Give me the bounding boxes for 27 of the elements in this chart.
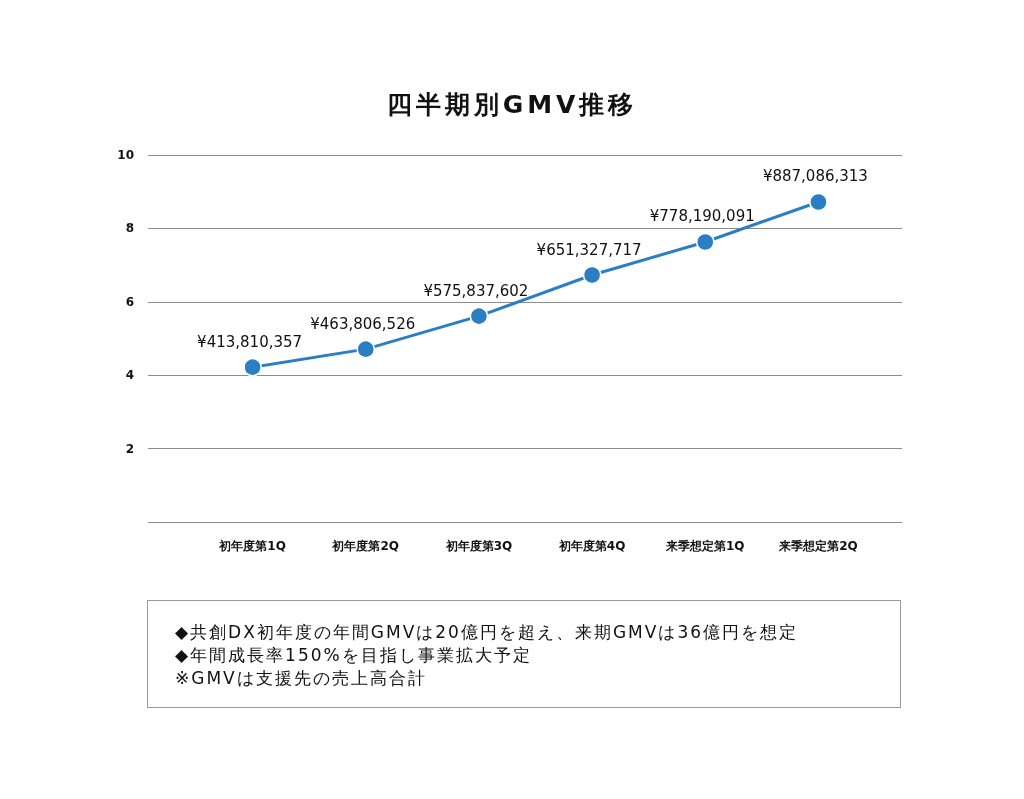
x-tick-label: 初年度第1Q — [218, 539, 286, 553]
annotation: ¥463,806,526 — [310, 314, 416, 333]
text: ※GMVは支援先の売上高合計 — [175, 667, 427, 690]
annotation: ¥575,837,602 — [423, 281, 529, 300]
point — [356, 339, 375, 359]
x-tick-label: 初年度第3Q — [444, 539, 513, 553]
x-tick-label: 来季想定第1Q — [664, 539, 745, 553]
chart-title: 四半期別GMV推移 — [386, 89, 638, 121]
x-tick-label: 来季想定第2Q — [778, 539, 858, 553]
annotation: ¥778,190,091 — [649, 207, 755, 226]
y-tick-label: 8 — [125, 221, 134, 236]
x-tick-label: 初年度第2Q — [331, 539, 400, 553]
point — [469, 306, 489, 326]
text: ◆共創DX初年度の年間GMVは20億円を超え、来期GMVは36億円を想定 — [175, 621, 799, 644]
point — [696, 232, 715, 252]
text: ◆年間成長率150%を目指し事業拡大予定 — [175, 644, 532, 667]
point — [243, 357, 262, 377]
y-tick-label: 4 — [125, 368, 134, 383]
y-tick-label: 6 — [125, 294, 134, 309]
annotation: ¥413,810,357 — [197, 332, 303, 351]
annotation: ¥887,086,313 — [762, 167, 868, 186]
annotation: ¥651,327,717 — [536, 240, 642, 259]
x-tick-label: 初年度第4Q — [557, 539, 626, 553]
point — [809, 192, 828, 212]
y-tick-label: 10 — [117, 148, 134, 162]
y-tick-label: 2 — [125, 441, 134, 456]
point — [582, 265, 602, 285]
